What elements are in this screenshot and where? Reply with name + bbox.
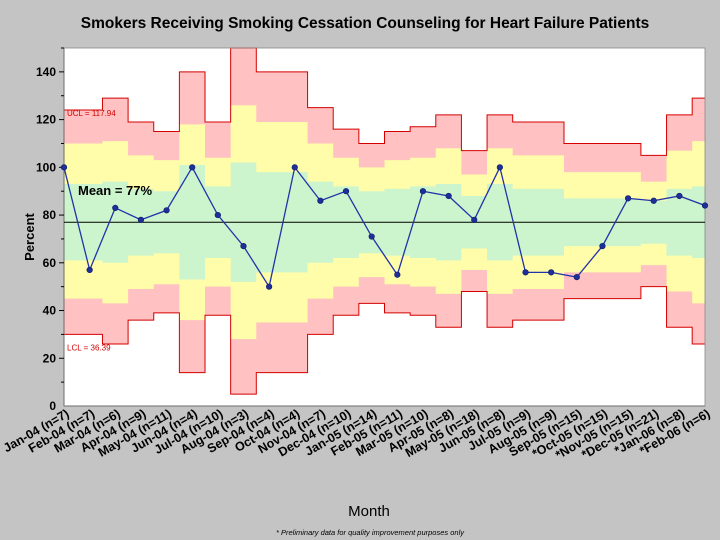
series-line	[63, 165, 706, 289]
data-series	[60, 164, 709, 290]
y-tick-label: 20	[43, 351, 57, 365]
footnote: * Preliminary data for quality improveme…	[276, 528, 465, 537]
data-point	[573, 274, 580, 281]
y-tick-label: 140	[36, 65, 56, 79]
y-tick-label: 0	[49, 399, 56, 413]
x-axis: Jan-04 (n=7)Feb-04 (n=7)Mar-04 (n=6)Apr-…	[1, 406, 712, 462]
data-point	[291, 164, 298, 171]
data-point	[701, 202, 709, 209]
data-point	[624, 195, 632, 202]
data-point	[368, 233, 375, 240]
data-point	[394, 271, 401, 278]
data-point	[317, 197, 324, 204]
data-point	[599, 242, 606, 250]
ucl-line	[64, 47, 705, 156]
data-point	[419, 188, 427, 195]
chart-title: Smokers Receiving Smoking Cessation Coun…	[81, 15, 649, 32]
data-point	[60, 164, 68, 171]
data-point	[266, 283, 273, 290]
y-axis-label: Percent	[22, 212, 37, 260]
data-point	[163, 207, 170, 214]
y-tick-label: 40	[43, 304, 57, 318]
data-point	[496, 164, 503, 171]
data-point	[137, 216, 145, 223]
y-tick-label: 120	[36, 113, 56, 127]
y-tick-label: 100	[36, 160, 56, 174]
data-point	[112, 204, 119, 212]
plot-border	[63, 47, 706, 407]
control-limit-lines	[64, 47, 705, 395]
lcl-line	[64, 286, 705, 395]
data-point	[676, 192, 683, 200]
data-point	[240, 242, 247, 250]
data-point	[548, 269, 555, 276]
data-point	[86, 266, 93, 274]
y-tick-label: 80	[43, 208, 57, 222]
lcl-label: LCL = 36.39	[67, 343, 111, 352]
data-point	[471, 216, 478, 223]
data-point	[522, 269, 529, 276]
data-point	[342, 188, 350, 195]
data-point	[214, 211, 221, 219]
data-point	[445, 192, 452, 200]
mean-label: Mean = 77%	[78, 183, 153, 198]
ucl-label: UCL = 117.94	[67, 109, 116, 118]
x-axis-label: Month	[348, 503, 390, 520]
control-zones	[64, 48, 705, 395]
y-tick-label: 60	[43, 256, 57, 270]
data-point	[650, 197, 657, 204]
data-point	[189, 164, 196, 171]
